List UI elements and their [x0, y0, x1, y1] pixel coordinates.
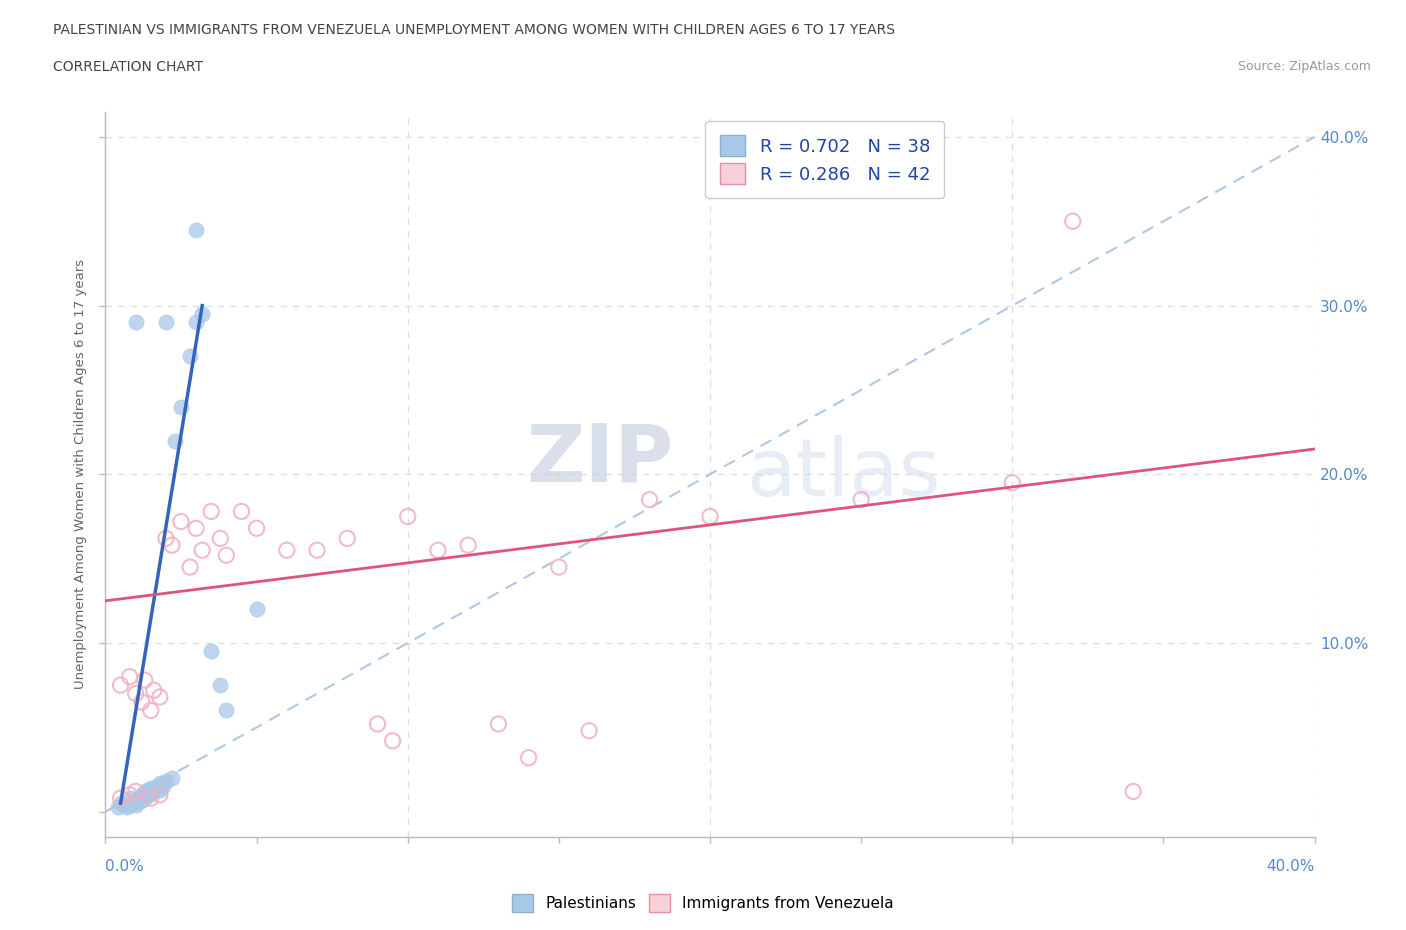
Point — [517, 751, 540, 765]
Text: 40.0%: 40.0% — [1267, 859, 1315, 874]
Point — [170, 399, 193, 414]
Point — [121, 796, 143, 811]
Text: PALESTINIAN VS IMMIGRANTS FROM VENEZUELA UNEMPLOYMENT AMONG WOMEN WITH CHILDREN : PALESTINIAN VS IMMIGRANTS FROM VENEZUELA… — [53, 23, 896, 37]
Point — [139, 790, 162, 805]
Point — [186, 315, 208, 330]
Point — [118, 798, 141, 813]
Point — [336, 531, 359, 546]
Point — [110, 678, 132, 693]
Point — [276, 543, 298, 558]
Point — [246, 602, 269, 617]
Point — [1122, 784, 1144, 799]
Y-axis label: Unemployment Among Women with Children Ages 6 to 17 years: Unemployment Among Women with Children A… — [73, 259, 87, 689]
Point — [149, 776, 172, 790]
Point — [160, 538, 183, 552]
Point — [134, 790, 156, 805]
Point — [128, 794, 150, 809]
Point — [366, 716, 388, 731]
Point — [118, 788, 141, 803]
Point — [209, 678, 232, 693]
Point — [427, 543, 450, 558]
Point — [160, 771, 183, 786]
Point — [1001, 475, 1024, 490]
Point — [112, 798, 135, 813]
Point — [381, 734, 404, 749]
Point — [179, 349, 201, 364]
Point — [128, 789, 150, 804]
Point — [215, 703, 238, 718]
Legend: R = 0.702   N = 38, R = 0.286   N = 42: R = 0.702 N = 38, R = 0.286 N = 42 — [706, 121, 945, 198]
Point — [134, 784, 156, 799]
Point — [139, 703, 162, 718]
Point — [110, 790, 132, 805]
Point — [1062, 214, 1084, 229]
Text: atlas: atlas — [747, 435, 941, 513]
Text: ZIP: ZIP — [526, 420, 673, 498]
Point — [155, 531, 177, 546]
Point — [146, 779, 169, 794]
Point — [149, 689, 172, 704]
Point — [118, 670, 141, 684]
Point — [139, 786, 162, 801]
Legend: Palestinians, Immigrants from Venezuela: Palestinians, Immigrants from Venezuela — [506, 888, 900, 918]
Point — [170, 514, 193, 529]
Point — [191, 307, 214, 322]
Point — [638, 492, 661, 507]
Point — [457, 538, 479, 552]
Point — [110, 796, 132, 811]
Point — [125, 686, 148, 701]
Text: CORRELATION CHART: CORRELATION CHART — [53, 60, 204, 74]
Point — [125, 784, 148, 799]
Point — [131, 788, 153, 803]
Point — [125, 315, 148, 330]
Point — [131, 792, 153, 807]
Text: 0.0%: 0.0% — [105, 859, 145, 874]
Point — [396, 509, 419, 524]
Point — [246, 521, 269, 536]
Point — [134, 672, 156, 687]
Point — [139, 780, 162, 795]
Point — [125, 798, 148, 813]
Point — [163, 433, 186, 448]
Point — [209, 531, 232, 546]
Point — [142, 784, 165, 799]
Point — [149, 782, 172, 797]
Point — [231, 504, 253, 519]
Point — [307, 543, 329, 558]
Point — [136, 788, 159, 803]
Point — [152, 779, 174, 794]
Point — [131, 695, 153, 710]
Point — [548, 560, 571, 575]
Point — [155, 315, 177, 330]
Point — [142, 683, 165, 698]
Point — [578, 724, 600, 738]
Point — [200, 504, 222, 519]
Point — [186, 521, 208, 536]
Point — [107, 799, 129, 814]
Point — [200, 644, 222, 658]
Point — [488, 716, 510, 731]
Point — [125, 792, 148, 807]
Point — [699, 509, 721, 524]
Point — [186, 222, 208, 237]
Point — [849, 492, 872, 507]
Point — [179, 560, 201, 575]
Point — [215, 548, 238, 563]
Point — [149, 788, 172, 803]
Point — [155, 774, 177, 789]
Point — [191, 543, 214, 558]
Point — [136, 782, 159, 797]
Point — [115, 799, 138, 814]
Text: Source: ZipAtlas.com: Source: ZipAtlas.com — [1237, 60, 1371, 73]
Point — [118, 790, 141, 805]
